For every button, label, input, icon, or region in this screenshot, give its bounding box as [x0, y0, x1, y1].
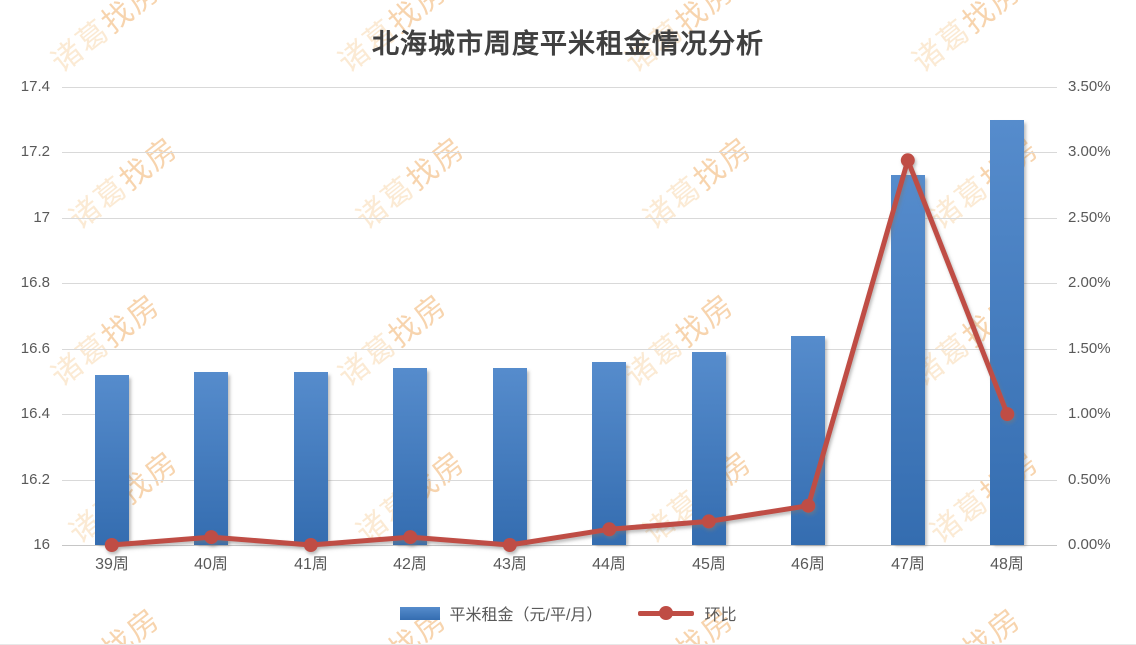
watermark-text: 诸葛找房 [349, 130, 473, 237]
y-axis-tick-right: 0.50% [1068, 471, 1111, 488]
y-axis-tick-right: 1.00% [1068, 405, 1111, 422]
y-axis-tick-right: 3.50% [1068, 78, 1111, 95]
watermark-text: 诸葛找房 [923, 445, 1046, 551]
y-axis-tick-left: 16.6 [20, 340, 50, 357]
watermark-text: 诸葛找房 [331, 287, 455, 394]
legend-bar-swatch-icon [399, 606, 440, 620]
y-axis-tick-left: 17 [33, 209, 50, 226]
y-axis-tick-left: 17.2 [20, 143, 50, 160]
bar-45周 [692, 352, 726, 545]
bar-43周 [493, 368, 527, 545]
y-axis-tick-right: 0.00% [1068, 536, 1111, 553]
y-axis-tick-left: 16.8 [20, 274, 50, 291]
bar-46周 [791, 336, 825, 545]
bar-47周 [891, 175, 925, 545]
x-axis-label: 40周 [194, 556, 228, 573]
y-axis-tick-right: 2.50% [1068, 209, 1111, 226]
y-axis-tick-right: 1.50% [1068, 340, 1111, 357]
y-axis-tick-left: 17.4 [20, 78, 50, 95]
bar-48周 [990, 120, 1024, 545]
bar-41周 [294, 372, 328, 545]
y-axis-tick-right: 2.00% [1068, 274, 1111, 291]
gridline [62, 152, 1057, 153]
legend-bar-label: 平米租金（元/平/月） [449, 607, 603, 624]
legend-line-label: 环比 [704, 607, 737, 624]
y-axis-tick-left: 16.4 [20, 405, 50, 422]
bar-42周 [393, 368, 427, 545]
x-axis-label: 39周 [95, 556, 129, 573]
watermark-text: 诸葛找房 [62, 130, 186, 237]
x-axis-label: 42周 [393, 556, 427, 573]
line-point-47周 [900, 153, 915, 168]
x-axis-label: 45周 [692, 556, 726, 573]
gridline [62, 87, 1057, 88]
x-axis-label: 47周 [891, 556, 925, 573]
x-axis-label: 41周 [294, 556, 328, 573]
legend: 平米租金（元/平/月） 环比 [0, 600, 1136, 626]
x-axis-label: 44周 [592, 556, 626, 573]
x-axis-label: 48周 [990, 556, 1024, 573]
x-axis-line [62, 545, 1057, 546]
watermark-text: 诸葛找房 [923, 131, 1046, 237]
watermark-text: 诸葛找房 [636, 130, 760, 237]
bar-40周 [194, 372, 228, 545]
y-axis-tick-left: 16.2 [20, 471, 50, 488]
y-axis-tick-right: 3.00% [1068, 143, 1111, 160]
x-axis-label: 46周 [791, 556, 825, 573]
bar-44周 [592, 362, 626, 545]
bar-39周 [95, 375, 129, 545]
x-axis-label: 43周 [493, 556, 527, 573]
y-axis-tick-left: 16 [33, 536, 50, 553]
legend-line-swatch-icon [638, 606, 695, 620]
chart-title: 北海城市周度平米租金情况分析 [372, 29, 764, 60]
